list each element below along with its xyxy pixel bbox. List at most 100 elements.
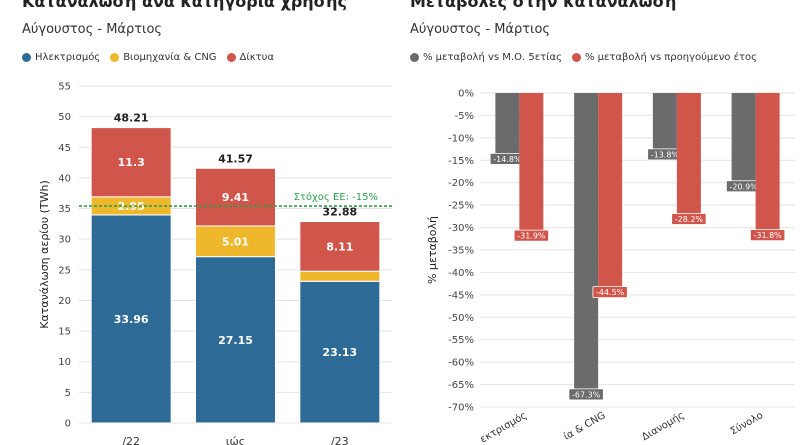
bar-segment: [90, 127, 172, 198]
y-tick-label: -60%: [448, 358, 474, 369]
value-label-box: [592, 286, 628, 299]
y-tick-label: -35%: [448, 246, 474, 257]
value-label: -67.3%: [572, 390, 601, 399]
y-tick-label: -20%: [448, 178, 474, 189]
bar-segment: [299, 221, 381, 272]
bar: [519, 93, 544, 237]
x-tick-label: /22: [122, 435, 140, 445]
y-tick-label: -15%: [448, 156, 474, 167]
left-chart-legend: Ηλεκτρισμός Βιομηχανία & CNG Δίκτυα: [22, 52, 274, 63]
left-chart-panel: Κατανάλωση ανά κατηγορία χρήσης Αύγουστο…: [22, 0, 392, 445]
y-tick-label: -65%: [448, 380, 474, 391]
right-chart-legend: % μεταβολή vs Μ.Ο. 5ετίας % μεταβολή vs …: [410, 52, 757, 63]
y-tick-label: 45: [58, 143, 71, 154]
left-chart-subtitle: Αύγουστος - Μάρτιος: [22, 22, 163, 37]
legend-label-vs-prev-year: % μεταβολή vs προηγούμενο έτος: [584, 52, 757, 63]
value-label-box: [671, 213, 707, 225]
right-chart-panel: Μεταβολές στην κατανάλωση Αύγουστος - Μά…: [400, 0, 800, 445]
value-label: -31.9%: [517, 232, 546, 241]
value-label-box: [513, 229, 549, 242]
legend-swatch-electricity: [22, 53, 31, 62]
value-label-box: [750, 229, 786, 242]
value-label: -14.8%: [493, 155, 522, 164]
legend-swatch-vs-5yr: [410, 53, 419, 62]
bar-segment: [299, 270, 381, 282]
y-tick-label: 50: [58, 112, 71, 123]
left-chart-plot: 0 5 10 15 20 25 30 35 40 45 50 55 Κατανάλωση αερίου …: [38, 82, 392, 445]
target-label: Στόχος ΕΕ: -15%: [294, 191, 378, 203]
y-tick-label: -50%: [448, 313, 474, 324]
bar: [676, 93, 701, 220]
y-tick-label: -45%: [448, 290, 474, 301]
bar: [755, 93, 780, 236]
legend-item-networks: Δίκτυα: [226, 52, 275, 63]
legend-label-electricity: Ηλεκτρισμός: [35, 52, 101, 63]
value-label: -31.8%: [753, 231, 782, 240]
segment-label: 33.96: [114, 313, 149, 326]
total-label: 32.88: [322, 206, 357, 219]
value-label: -28.2%: [675, 215, 704, 224]
y-tick-label: 5: [65, 388, 71, 399]
y-tick-label: -25%: [448, 201, 474, 212]
bar: [731, 93, 756, 187]
legend-label-vs-5yr: % μεταβολή vs Μ.Ο. 5ετίας: [423, 52, 562, 63]
bar: [598, 93, 623, 293]
bar-segment: [195, 167, 276, 227]
legend-swatch-networks: [226, 53, 236, 62]
legend-label-industry: Βιομηχανία & CNG: [123, 52, 217, 63]
y-tick-label: 0%: [458, 89, 474, 100]
total-label: 41.57: [218, 152, 253, 165]
segment-label: 11.3: [118, 156, 145, 169]
y-tick-label: 25: [58, 265, 71, 276]
x-tick-label: Διανομής: [640, 409, 687, 443]
y-tick-label: 0: [65, 419, 71, 430]
right-chart-title: Μεταβολές στην κατανάλωση: [410, 0, 677, 11]
left-chart-title: Κατανάλωση ανά κατηγορία χρήσης: [22, 0, 347, 11]
segment-label: 27.15: [218, 334, 253, 347]
y-axis-label: Κατανάλωση αερίου (TWh): [38, 180, 51, 329]
bar: [652, 93, 677, 155]
legend-item-vs-prev-year: % μεταβολή vs προηγούμενο έτος: [571, 52, 757, 63]
segment-label: 9.41: [222, 191, 249, 204]
y-tick-label: 20: [58, 296, 71, 307]
bar: [495, 93, 520, 160]
bar-segment: [90, 214, 172, 424]
legend-swatch-industry: [110, 53, 120, 62]
total-label: 48.21: [114, 112, 149, 125]
value-label: -44.5%: [596, 288, 625, 297]
right-chart-plot: 0% -5% -10% -15% -20% -25% -30% -35% -40% -45% -50…: [426, 89, 795, 445]
bar: [574, 93, 599, 395]
y-tick-label: -5%: [455, 111, 474, 122]
x-tick-label: ία & CNG: [561, 409, 607, 443]
value-label: -13.8%: [651, 150, 680, 159]
bar-segment: [195, 256, 276, 424]
y-tick-label: -70%: [448, 403, 474, 414]
segment-label: 23.13: [322, 346, 357, 359]
y-tick-label: -10%: [448, 133, 474, 144]
legend-swatch-vs-prev-year: [571, 53, 581, 62]
y-tick-label: -30%: [448, 223, 474, 234]
y-tick-label: -40%: [448, 268, 474, 279]
value-label-box: [568, 388, 604, 401]
bar-segment: [195, 225, 276, 258]
legend-item-electricity: Ηλεκτρισμός: [22, 52, 100, 63]
x-tick-label: /23: [331, 435, 349, 445]
legend-label-networks: Δίκτυα: [239, 52, 275, 63]
x-tick-label: εκτρισμός: [478, 409, 529, 445]
y-tick-label: 40: [58, 173, 71, 184]
legend-item-vs-5yr: % μεταβολή vs Μ.Ο. 5ετίας: [410, 52, 562, 63]
segment-label: 5.01: [222, 235, 249, 248]
y-tick-label: 55: [58, 82, 71, 93]
x-tick-label: ιώς: [226, 435, 245, 445]
segment-label: 8.11: [326, 240, 353, 253]
value-label: -20.9%: [729, 182, 758, 191]
x-tick-label: Σύνολο: [728, 409, 765, 437]
y-tick-label: 15: [58, 327, 71, 338]
y-tick-label: 10: [58, 357, 71, 368]
y-axis-label: % μεταβολή: [426, 216, 439, 284]
legend-item-industry: Βιομηχανία & CNG: [110, 52, 217, 63]
bar-segment: [299, 280, 381, 424]
y-tick-label: -55%: [448, 335, 474, 346]
right-chart-subtitle: Αύγουστος - Μάρτιος: [410, 22, 551, 37]
y-tick-label: 30: [58, 235, 71, 246]
